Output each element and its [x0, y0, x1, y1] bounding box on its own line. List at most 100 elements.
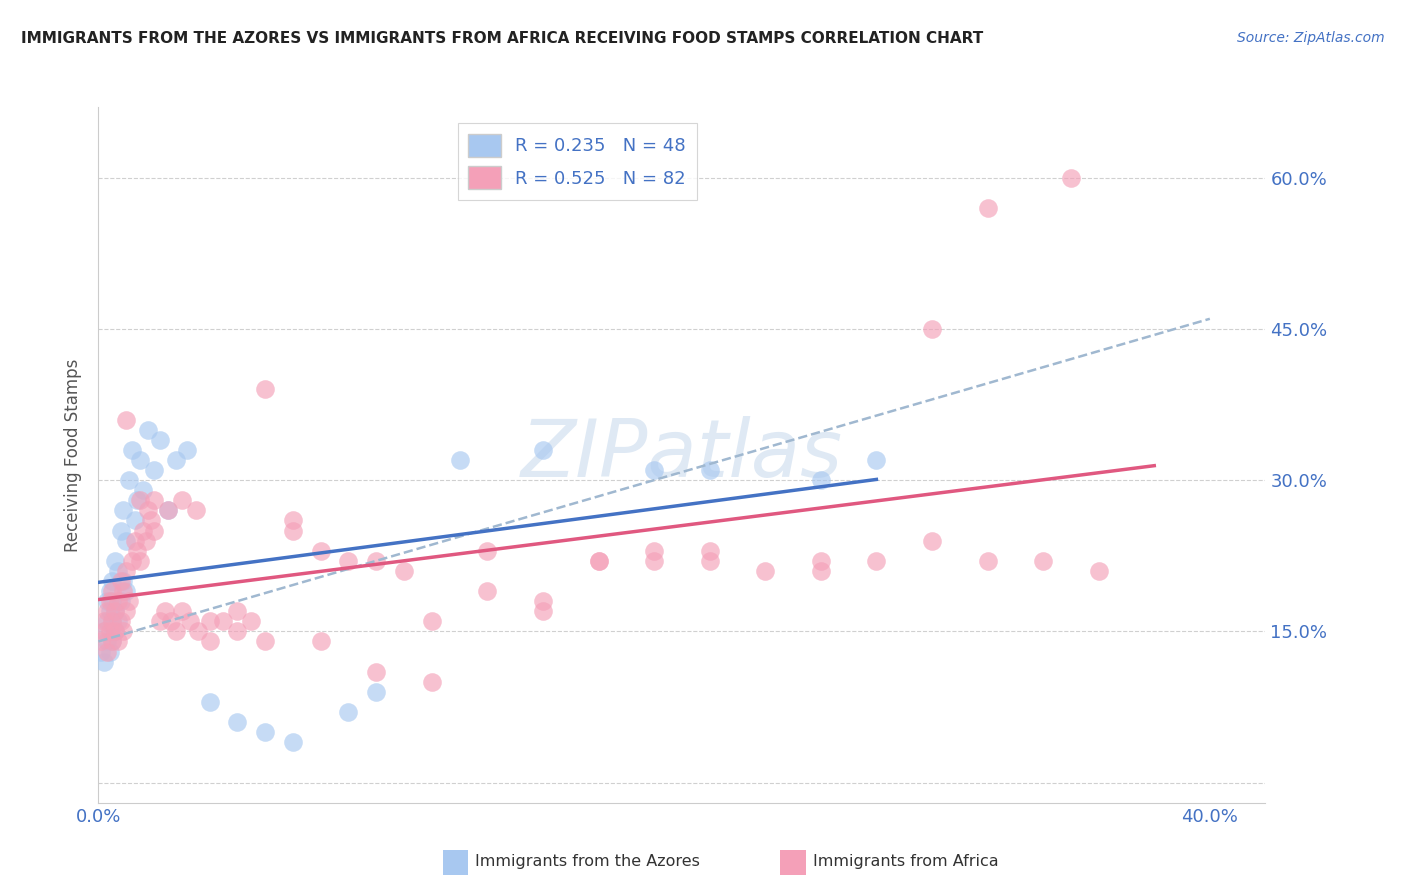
- Point: [112, 584, 135, 599]
- Point: [101, 615, 124, 629]
- Point: [104, 624, 127, 639]
- Point: [124, 513, 146, 527]
- Point: [309, 543, 332, 558]
- Point: [159, 615, 181, 629]
- Point: [337, 554, 360, 568]
- Point: [531, 442, 554, 457]
- Point: [104, 554, 127, 568]
- Point: [115, 412, 138, 426]
- Point: [101, 634, 124, 648]
- Point: [101, 584, 124, 599]
- Point: [112, 503, 135, 517]
- Point: [115, 533, 138, 548]
- Point: [98, 644, 121, 658]
- Point: [865, 554, 887, 568]
- Point: [477, 584, 499, 599]
- Point: [118, 594, 141, 608]
- Point: [115, 564, 138, 578]
- Point: [96, 615, 118, 629]
- Point: [101, 574, 124, 588]
- Point: [643, 543, 665, 558]
- Point: [93, 655, 115, 669]
- Point: [281, 524, 304, 538]
- Y-axis label: Receiving Food Stamps: Receiving Food Stamps: [65, 359, 83, 551]
- Bar: [443, 850, 468, 874]
- Point: [699, 554, 721, 568]
- Point: [254, 725, 277, 739]
- Point: [366, 554, 388, 568]
- Point: [138, 503, 160, 517]
- Point: [110, 524, 132, 538]
- Point: [90, 644, 112, 658]
- Point: [254, 634, 277, 648]
- Point: [104, 604, 127, 618]
- Point: [121, 554, 143, 568]
- Point: [104, 624, 127, 639]
- Point: [156, 503, 179, 517]
- Point: [121, 442, 143, 457]
- Point: [124, 533, 146, 548]
- Point: [148, 615, 170, 629]
- Point: [143, 493, 166, 508]
- Point: [865, 453, 887, 467]
- Point: [309, 634, 332, 648]
- Point: [226, 715, 249, 730]
- Point: [93, 624, 115, 639]
- Text: Source: ZipAtlas.com: Source: ZipAtlas.com: [1237, 31, 1385, 45]
- Point: [170, 493, 193, 508]
- Point: [392, 564, 415, 578]
- Point: [96, 634, 118, 648]
- Point: [143, 524, 166, 538]
- Point: [226, 604, 249, 618]
- Point: [96, 594, 118, 608]
- Point: [1087, 564, 1109, 578]
- Point: [104, 604, 127, 618]
- Point: [184, 503, 207, 517]
- Point: [110, 574, 132, 588]
- Point: [118, 473, 141, 487]
- Point: [156, 503, 179, 517]
- Point: [96, 644, 118, 658]
- Point: [115, 604, 138, 618]
- Point: [98, 584, 121, 599]
- Point: [699, 543, 721, 558]
- Point: [337, 705, 360, 719]
- Point: [449, 453, 471, 467]
- Legend: R = 0.235   N = 48, R = 0.525   N = 82: R = 0.235 N = 48, R = 0.525 N = 82: [457, 123, 697, 200]
- Point: [138, 423, 160, 437]
- Point: [198, 634, 221, 648]
- Point: [141, 513, 163, 527]
- Point: [1032, 554, 1054, 568]
- Point: [132, 524, 155, 538]
- Point: [98, 624, 121, 639]
- Point: [90, 634, 112, 648]
- Point: [254, 383, 277, 397]
- Point: [366, 665, 388, 679]
- Point: [187, 624, 209, 639]
- Point: [240, 615, 263, 629]
- Point: [643, 463, 665, 477]
- Point: [101, 594, 124, 608]
- Point: [143, 463, 166, 477]
- Text: Immigrants from the Azores: Immigrants from the Azores: [475, 855, 700, 870]
- Bar: [780, 850, 806, 874]
- Point: [226, 624, 249, 639]
- Text: Immigrants from Africa: Immigrants from Africa: [813, 855, 998, 870]
- Point: [129, 493, 152, 508]
- Point: [107, 594, 129, 608]
- Point: [110, 615, 132, 629]
- Point: [165, 453, 187, 467]
- Point: [96, 604, 118, 618]
- Point: [420, 615, 443, 629]
- Point: [179, 615, 201, 629]
- Point: [366, 685, 388, 699]
- Point: [98, 604, 121, 618]
- Point: [198, 615, 221, 629]
- Point: [212, 615, 235, 629]
- Point: [1060, 170, 1083, 185]
- Point: [921, 322, 943, 336]
- Point: [976, 201, 998, 215]
- Point: [810, 473, 832, 487]
- Point: [127, 493, 149, 508]
- Point: [148, 433, 170, 447]
